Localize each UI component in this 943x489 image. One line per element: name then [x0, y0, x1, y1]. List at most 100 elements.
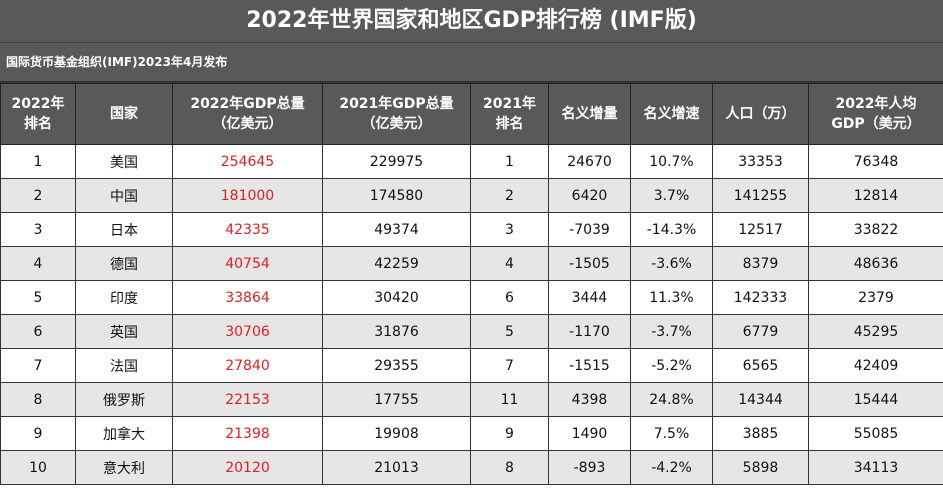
table-cell: 42409 [808, 348, 943, 383]
table-cell: -5.2% [630, 348, 713, 383]
table-cell: 12517 [712, 212, 809, 247]
header-row: 2022年 排名 国家 2022年GDP总量 （亿美元） 2021年GDP总量 （亿美… [0, 83, 943, 145]
table-cell: 12814 [808, 178, 943, 213]
table-cell: 34113 [808, 450, 943, 485]
table-cell: -1170 [548, 314, 631, 349]
table-cell: 7 [0, 348, 76, 383]
table-cell: 254645 [172, 144, 323, 179]
table-cell: 9 [470, 416, 549, 451]
table-cell: 日本 [75, 212, 173, 247]
table-cell: 5 [470, 314, 549, 349]
table-cell: 45295 [808, 314, 943, 349]
table-cell: 3.7% [630, 178, 713, 213]
column-header: 2021年 排名 [470, 83, 549, 145]
table-cell: -1505 [548, 246, 631, 281]
table-cell: 33822 [808, 212, 943, 247]
table-row: 10 意大利 20120 21013 8 -893 -4.2% 5898 34113 [0, 450, 943, 485]
column-header: 名义增量 [548, 83, 631, 145]
table-cell: 11 [470, 382, 549, 417]
table-cell: 20120 [172, 450, 323, 485]
table-cell: 6 [470, 280, 549, 315]
table-cell: 俄罗斯 [75, 382, 173, 417]
table-cell: 8 [470, 450, 549, 485]
table-row: 5 印度 33864 30420 6 3444 11.3% 142333 2379 [0, 280, 943, 315]
table-cell: 30420 [322, 280, 471, 315]
table-cell: 9 [0, 416, 76, 451]
table-cell: 5 [0, 280, 76, 315]
table-body: 1 美国 254645 229975 1 24670 10.7% 33353 76348 2 中国 1… [0, 144, 943, 485]
table-cell: 印度 [75, 280, 173, 315]
table-cell: 法国 [75, 348, 173, 383]
table-cell: 德国 [75, 246, 173, 281]
table-cell: 22153 [172, 382, 323, 417]
table-cell: 8379 [712, 246, 809, 281]
table-cell: 55085 [808, 416, 943, 451]
table-row: 7 法国 27840 29355 7 -1515 -5.2% 6565 42409 [0, 348, 943, 383]
table-cell: 21398 [172, 416, 323, 451]
table-cell: 7 [470, 348, 549, 383]
table-cell: 6 [0, 314, 76, 349]
table-cell: 24.8% [630, 382, 713, 417]
column-header: 国家 [75, 83, 173, 145]
table-row: 8 俄罗斯 22153 17755 11 4398 24.8% 14344 15444 [0, 382, 943, 417]
table-cell: 加拿大 [75, 416, 173, 451]
table-cell: 29355 [322, 348, 471, 383]
table-cell: 76348 [808, 144, 943, 179]
table-cell: -14.3% [630, 212, 713, 247]
column-header: 2022年 排名 [0, 83, 76, 145]
table-cell: 48636 [808, 246, 943, 281]
table-cell: 15444 [808, 382, 943, 417]
table-row: 4 德国 40754 42259 4 -1505 -3.6% 8379 48636 [0, 246, 943, 281]
table-row: 2 中国 181000 174580 2 6420 3.7% 141255 12814 [0, 178, 943, 213]
table-cell: -4.2% [630, 450, 713, 485]
table-cell: 40754 [172, 246, 323, 281]
table-cell: 7.5% [630, 416, 713, 451]
table-cell: 1 [0, 144, 76, 179]
table-cell: 11.3% [630, 280, 713, 315]
table-cell: 10 [0, 450, 76, 485]
column-header: 2022年人均 GDP（美元） [808, 83, 943, 145]
gdp-table: 2022年 排名 国家 2022年GDP总量 （亿美元） 2021年GDP总量 （亿美… [0, 83, 943, 485]
column-header: 人口（万） [712, 83, 809, 145]
table-cell: 21013 [322, 450, 471, 485]
table-cell: 31876 [322, 314, 471, 349]
table-cell: 6565 [712, 348, 809, 383]
table-cell: 1490 [548, 416, 631, 451]
table-cell: 33864 [172, 280, 323, 315]
table-row: 9 加拿大 21398 19908 9 1490 7.5% 3885 55085 [0, 416, 943, 451]
table-cell: 4398 [548, 382, 631, 417]
column-header: 名义增速 [630, 83, 713, 145]
table-cell: 42335 [172, 212, 323, 247]
table-cell: 17755 [322, 382, 471, 417]
table-cell: 意大利 [75, 450, 173, 485]
table-cell: 229975 [322, 144, 471, 179]
table-row: 3 日本 42335 49374 3 -7039 -14.3% 12517 33822 [0, 212, 943, 247]
table-cell: 3 [470, 212, 549, 247]
table-row: 1 美国 254645 229975 1 24670 10.7% 33353 76348 [0, 144, 943, 179]
subtitle: 国际货币基金组织(IMF)2023年4月发布 [0, 43, 943, 83]
table-cell: 24670 [548, 144, 631, 179]
table-cell: 42259 [322, 246, 471, 281]
table-cell: 19908 [322, 416, 471, 451]
table-cell: 4 [0, 246, 76, 281]
table-cell: 49374 [322, 212, 471, 247]
table-cell: 30706 [172, 314, 323, 349]
table-cell: 2 [0, 178, 76, 213]
table-cell: -893 [548, 450, 631, 485]
column-header: 2022年GDP总量 （亿美元） [172, 83, 323, 145]
table-cell: 5898 [712, 450, 809, 485]
table-row: 6 英国 30706 31876 5 -1170 -3.7% 6779 45295 [0, 314, 943, 349]
table-cell: -7039 [548, 212, 631, 247]
table-cell: 1 [470, 144, 549, 179]
column-header: 2021年GDP总量 （亿美元） [322, 83, 471, 145]
table-cell: 141255 [712, 178, 809, 213]
table-cell: 2379 [808, 280, 943, 315]
table-cell: -1515 [548, 348, 631, 383]
table-cell: 142333 [712, 280, 809, 315]
table-cell: 8 [0, 382, 76, 417]
table-cell: 14344 [712, 382, 809, 417]
table-cell: 3444 [548, 280, 631, 315]
table-cell: 33353 [712, 144, 809, 179]
title: 2022年世界国家和地区GDP排行榜 (IMF版) [0, 0, 943, 43]
